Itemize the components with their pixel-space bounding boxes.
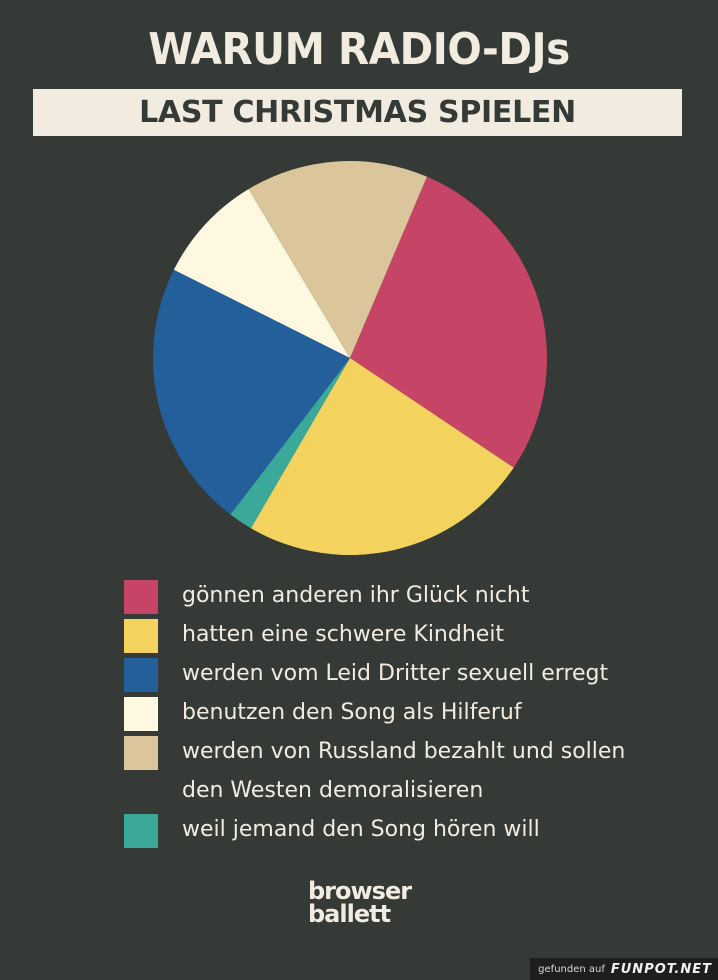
- legend-label: hatten eine schwere Kindheit: [182, 622, 505, 647]
- legend-swatch: [124, 619, 158, 653]
- subtitle-band: LAST CHRISTMAS SPIELEN: [33, 89, 682, 136]
- browser-ballett-logo: browser ballett: [308, 877, 412, 928]
- legend-swatch: [124, 658, 158, 692]
- chart-subtitle: LAST CHRISTMAS SPIELEN: [139, 95, 576, 130]
- legend-swatch: [124, 736, 158, 770]
- pie-slice-4: [173, 189, 350, 358]
- pie-slice-3: [152, 269, 350, 515]
- logo-line-2: ballett: [308, 900, 391, 928]
- logo-line-1: browser: [308, 877, 412, 905]
- footer-prefix: gefunden auf: [538, 963, 605, 975]
- legend-label: weil jemand den Song hören will: [182, 817, 540, 842]
- legend-swatch: [124, 697, 158, 731]
- legend-label: werden vom Leid Dritter sexuell erregt: [182, 661, 609, 686]
- legend-label: gönnen anderen ihr Glück nicht: [182, 583, 530, 608]
- pie-slice-1: [250, 358, 514, 555]
- watermark-footer: gefunden auf FUNPOT.NET: [530, 958, 718, 980]
- legend-label-continued: den Westen demoralisieren: [182, 778, 484, 803]
- legend-swatch: [124, 814, 158, 848]
- chart-title: WARUM RADIO-DJs: [148, 24, 570, 75]
- pie-slice-2: [230, 358, 350, 529]
- legend-label: werden von Russland bezahlt und sollen: [182, 739, 626, 764]
- pie-slice-0: [350, 176, 547, 468]
- legend-label: benutzen den Song als Hilferuf: [182, 700, 522, 725]
- pie-slice-5: [248, 161, 427, 358]
- legend-swatch: [124, 580, 158, 614]
- footer-brand: FUNPOT.NET: [610, 961, 712, 977]
